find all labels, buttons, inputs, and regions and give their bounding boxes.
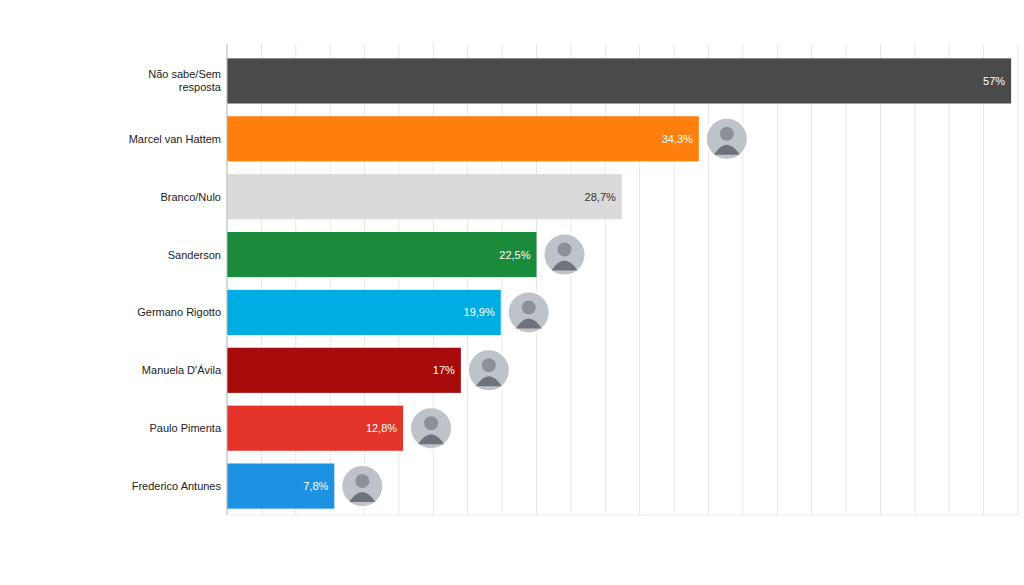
bar (227, 348, 461, 393)
grid-line (639, 44, 640, 515)
grid (227, 44, 1018, 515)
avatar-body (516, 318, 542, 328)
data-label: 7,8% (303, 480, 328, 492)
bar (227, 406, 403, 451)
grid-line (605, 44, 606, 515)
grid-line (949, 44, 950, 515)
grid-line (536, 44, 537, 515)
grid-line (227, 44, 228, 515)
bars (227, 58, 1011, 508)
avatar-head (424, 416, 438, 430)
grid-line (742, 44, 743, 515)
bar (227, 290, 501, 335)
avatar (544, 234, 586, 276)
avatar-body (552, 261, 578, 271)
avatar-body (349, 492, 375, 502)
avatar (706, 118, 748, 160)
data-label: 19,9% (464, 306, 495, 318)
category-label: Sanderson (168, 249, 221, 261)
avatar-body (476, 376, 502, 386)
grid-line (914, 44, 915, 515)
grid-line (502, 44, 503, 515)
grid-line (811, 44, 812, 515)
data-label: 34,3% (662, 133, 693, 145)
axis-line (227, 44, 228, 515)
avatar-head (482, 358, 496, 372)
data-label: 17% (433, 364, 455, 376)
avatar-body (714, 145, 740, 155)
grid-line (1018, 44, 1019, 515)
avatar (508, 291, 550, 333)
value-axis-line (227, 515, 1018, 516)
avatar (341, 465, 383, 507)
category-label: Frederico Antunes (132, 480, 222, 492)
avatar-head (720, 127, 734, 141)
category-label: Germano Rigotto (137, 306, 221, 318)
category-label: Branco/Nulo (160, 191, 221, 203)
avatar (410, 407, 452, 449)
avatars (341, 118, 748, 507)
category-label: Paulo Pimenta (149, 422, 221, 434)
bar (227, 58, 1011, 103)
avatar-body (418, 434, 444, 444)
bar (227, 463, 334, 508)
bar (227, 116, 699, 161)
avatar-head (355, 474, 369, 488)
grid-line (708, 44, 709, 515)
avatar-head (558, 243, 572, 257)
chart-container: 57% Não sabe/Semresposta 34,3% Marcel van H… (0, 0, 1024, 585)
data-label: 12,8% (366, 422, 397, 434)
avatar (468, 349, 510, 391)
category-label: Marcel van Hattem (129, 133, 221, 145)
grid-line (674, 44, 675, 515)
bar (227, 174, 622, 219)
grid-line (570, 44, 571, 515)
labels: 57% Não sabe/Semresposta 34,3% Marcel van H… (129, 68, 1006, 492)
data-label: 28,7% (585, 191, 616, 203)
avatar-head (522, 300, 536, 314)
grid-line (846, 44, 847, 515)
bar (227, 232, 537, 277)
grid-line (777, 44, 778, 515)
category-label: Manuela D'Ávila (142, 364, 222, 376)
category-label: Não sabe/Semresposta (148, 68, 222, 93)
data-label: 57% (983, 75, 1005, 87)
grid-line (467, 44, 468, 515)
chart-svg: 57% Não sabe/Semresposta 34,3% Marcel van H… (0, 0, 1024, 585)
data-label: 22,5% (499, 249, 530, 261)
grid-line (880, 44, 881, 515)
grid-line (983, 44, 984, 515)
